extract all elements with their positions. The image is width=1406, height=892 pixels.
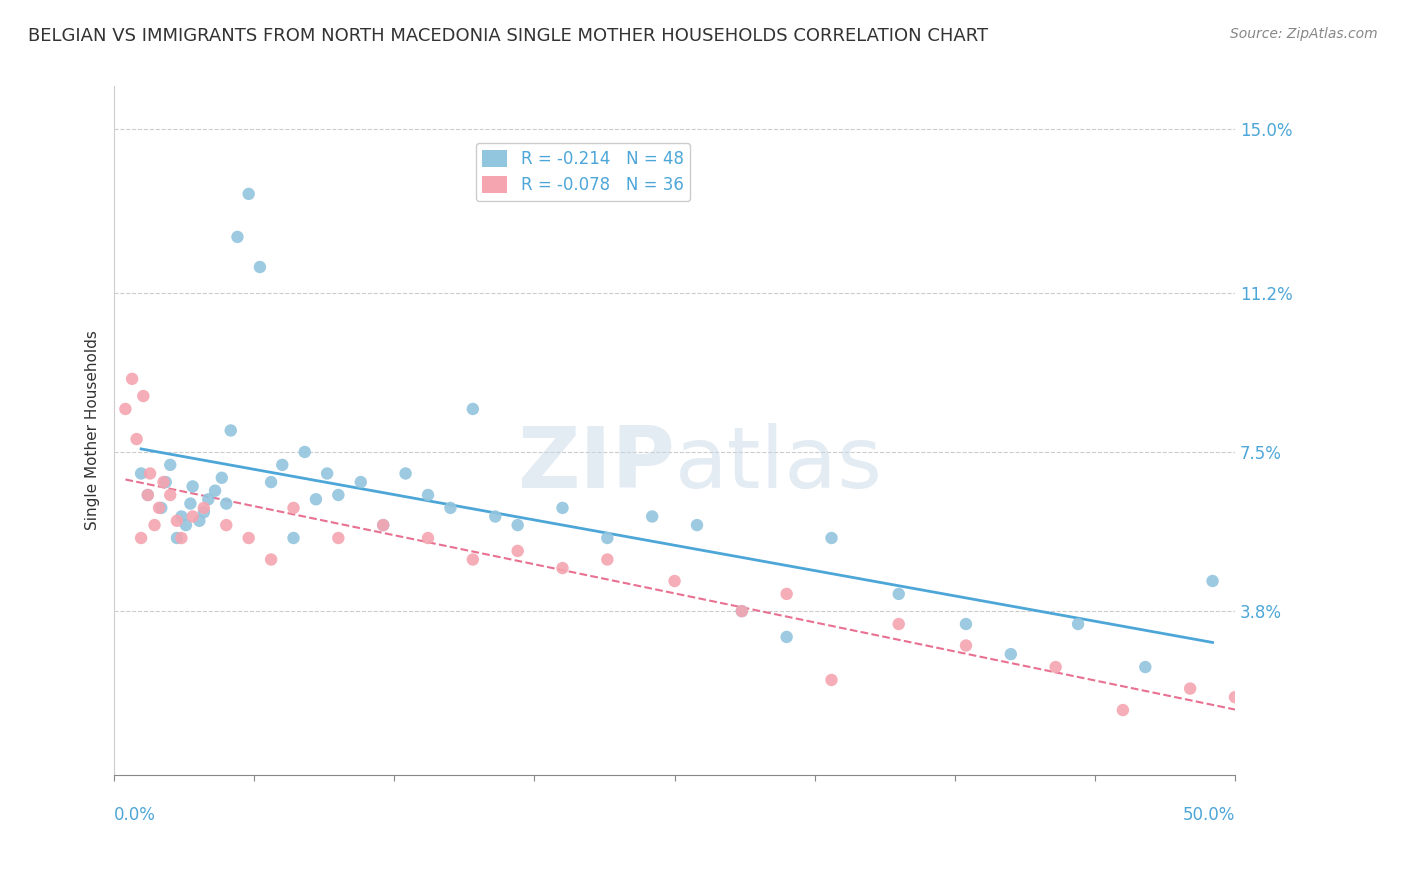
- Point: [1112, 703, 1135, 717]
- Text: atlas: atlas: [675, 424, 883, 507]
- Point: [1178, 681, 1201, 696]
- Point: [1000, 647, 1022, 661]
- Point: [159, 488, 181, 502]
- Point: [596, 552, 619, 566]
- Text: BELGIAN VS IMMIGRANTS FROM NORTH MACEDONIA SINGLE MOTHER HOUSEHOLDS CORRELATION : BELGIAN VS IMMIGRANTS FROM NORTH MACEDON…: [28, 27, 988, 45]
- Point: [271, 458, 294, 472]
- Text: Source: ZipAtlas.com: Source: ZipAtlas.com: [1230, 27, 1378, 41]
- Text: 50.0%: 50.0%: [1182, 805, 1234, 823]
- Point: [820, 531, 842, 545]
- Point: [148, 500, 170, 515]
- Point: [283, 531, 305, 545]
- Point: [1201, 574, 1223, 588]
- Point: [181, 479, 204, 493]
- Point: [238, 186, 260, 201]
- Point: [731, 604, 754, 618]
- Point: [260, 475, 283, 489]
- Point: [294, 445, 316, 459]
- Point: [328, 531, 350, 545]
- Point: [887, 617, 910, 632]
- Point: [179, 497, 201, 511]
- Point: [775, 630, 797, 644]
- Point: [551, 500, 574, 515]
- Point: [328, 488, 350, 502]
- Point: [155, 475, 177, 489]
- Point: [775, 587, 797, 601]
- Legend: R = -0.214   N = 48, R = -0.078   N = 36: R = -0.214 N = 48, R = -0.078 N = 36: [475, 143, 690, 201]
- Point: [461, 401, 484, 416]
- Y-axis label: Single Mother Households: Single Mother Households: [86, 331, 100, 531]
- Point: [159, 458, 181, 472]
- Point: [686, 518, 709, 533]
- Point: [136, 488, 159, 502]
- Point: [283, 500, 305, 515]
- Point: [150, 500, 173, 515]
- Point: [188, 514, 211, 528]
- Point: [219, 424, 242, 438]
- Point: [416, 488, 439, 502]
- Point: [955, 617, 977, 632]
- Point: [439, 500, 461, 515]
- Point: [193, 505, 215, 519]
- Point: [316, 467, 339, 481]
- Point: [484, 509, 506, 524]
- Point: [226, 230, 249, 244]
- Point: [1223, 690, 1246, 705]
- Point: [166, 531, 188, 545]
- Point: [238, 531, 260, 545]
- Point: [143, 518, 166, 533]
- Point: [129, 531, 152, 545]
- Point: [461, 552, 484, 566]
- Point: [350, 475, 373, 489]
- Point: [204, 483, 226, 498]
- Point: [305, 492, 328, 507]
- Point: [129, 467, 152, 481]
- Point: [506, 518, 529, 533]
- Point: [641, 509, 664, 524]
- Point: [125, 432, 148, 446]
- Point: [506, 544, 529, 558]
- Point: [887, 587, 910, 601]
- Point: [211, 471, 233, 485]
- Point: [181, 509, 204, 524]
- Point: [174, 518, 197, 533]
- Point: [249, 260, 271, 274]
- Point: [170, 509, 193, 524]
- Point: [1045, 660, 1067, 674]
- Point: [114, 401, 136, 416]
- Point: [170, 531, 193, 545]
- Point: [139, 467, 162, 481]
- Point: [121, 372, 143, 386]
- Point: [664, 574, 686, 588]
- Point: [820, 673, 842, 687]
- Point: [955, 639, 977, 653]
- Point: [394, 467, 416, 481]
- Point: [132, 389, 155, 403]
- Point: [596, 531, 619, 545]
- Point: [197, 492, 219, 507]
- Point: [260, 552, 283, 566]
- Point: [731, 604, 754, 618]
- Point: [193, 500, 215, 515]
- Point: [215, 497, 238, 511]
- Point: [1135, 660, 1157, 674]
- Point: [136, 488, 159, 502]
- Point: [373, 518, 395, 533]
- Point: [1067, 617, 1090, 632]
- Point: [416, 531, 439, 545]
- Point: [152, 475, 174, 489]
- Text: 0.0%: 0.0%: [114, 805, 156, 823]
- Point: [166, 514, 188, 528]
- Point: [373, 518, 395, 533]
- Point: [551, 561, 574, 575]
- Text: ZIP: ZIP: [517, 424, 675, 507]
- Point: [215, 518, 238, 533]
